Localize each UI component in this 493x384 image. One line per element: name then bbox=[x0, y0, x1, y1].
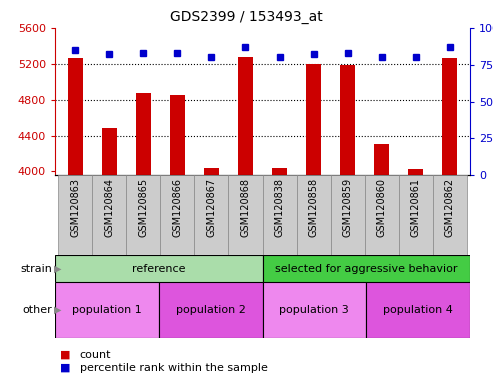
Bar bbox=[366, 282, 470, 338]
Bar bbox=[58, 175, 92, 255]
Bar bbox=[92, 175, 126, 255]
Text: GSM120863: GSM120863 bbox=[70, 178, 80, 237]
Bar bbox=[340, 65, 355, 175]
Text: ■: ■ bbox=[60, 363, 70, 373]
Bar bbox=[204, 168, 219, 175]
Bar bbox=[170, 95, 185, 175]
Text: count: count bbox=[80, 350, 111, 360]
Bar bbox=[408, 169, 423, 175]
Bar bbox=[68, 58, 83, 175]
Bar bbox=[238, 57, 253, 175]
Bar bbox=[159, 282, 262, 338]
Text: reference: reference bbox=[132, 263, 185, 273]
Bar bbox=[102, 128, 117, 175]
Text: GSM120861: GSM120861 bbox=[411, 178, 421, 237]
Text: GSM120868: GSM120868 bbox=[241, 178, 250, 237]
Text: population 3: population 3 bbox=[280, 305, 349, 315]
Bar bbox=[55, 282, 159, 338]
Text: GSM120864: GSM120864 bbox=[105, 178, 114, 237]
Bar bbox=[364, 175, 398, 255]
Text: population 4: population 4 bbox=[383, 305, 453, 315]
Bar bbox=[442, 58, 457, 175]
Text: selected for aggressive behavior: selected for aggressive behavior bbox=[275, 263, 458, 273]
Text: other: other bbox=[23, 305, 53, 315]
Text: ▶: ▶ bbox=[54, 305, 61, 315]
Bar bbox=[160, 175, 194, 255]
Text: strain: strain bbox=[21, 263, 53, 273]
Text: GSM120859: GSM120859 bbox=[343, 178, 352, 237]
Text: ▶: ▶ bbox=[54, 263, 61, 273]
Bar bbox=[126, 175, 160, 255]
Text: population 2: population 2 bbox=[176, 305, 246, 315]
Bar bbox=[262, 175, 296, 255]
Text: GSM120860: GSM120860 bbox=[377, 178, 387, 237]
Bar bbox=[272, 168, 287, 175]
Bar bbox=[262, 282, 366, 338]
Bar bbox=[228, 175, 262, 255]
Bar bbox=[194, 175, 228, 255]
Text: GSM120862: GSM120862 bbox=[445, 178, 455, 237]
Text: GDS2399 / 153493_at: GDS2399 / 153493_at bbox=[170, 10, 323, 23]
Text: GSM120867: GSM120867 bbox=[207, 178, 216, 237]
Bar bbox=[55, 255, 262, 282]
Bar bbox=[330, 175, 364, 255]
Bar bbox=[136, 93, 151, 175]
Text: population 1: population 1 bbox=[72, 305, 142, 315]
Bar bbox=[374, 144, 389, 175]
Text: GSM120858: GSM120858 bbox=[309, 178, 318, 237]
Text: GSM120865: GSM120865 bbox=[139, 178, 148, 237]
Bar bbox=[432, 175, 466, 255]
Text: percentile rank within the sample: percentile rank within the sample bbox=[80, 363, 268, 373]
Text: GSM120838: GSM120838 bbox=[275, 178, 284, 237]
Bar bbox=[262, 255, 470, 282]
Bar bbox=[296, 175, 330, 255]
Bar bbox=[306, 64, 321, 175]
Text: ■: ■ bbox=[60, 350, 70, 360]
Text: GSM120866: GSM120866 bbox=[173, 178, 182, 237]
Bar bbox=[398, 175, 432, 255]
